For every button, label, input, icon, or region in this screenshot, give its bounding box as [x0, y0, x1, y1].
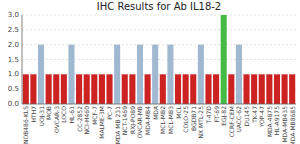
x-tick-label: HL-A9175 [273, 106, 280, 135]
bar [175, 74, 181, 104]
grid-line [22, 44, 296, 45]
x-tick-label: FT-69 [213, 106, 220, 122]
bar [23, 74, 29, 104]
x-tick-label: HTH7 [30, 106, 37, 123]
bar [190, 74, 196, 104]
x-tick-label: LOCO [60, 106, 67, 123]
bars [23, 15, 295, 104]
x-tick-label: MDA-MB435 [281, 106, 288, 143]
chart: IHC Results for Ab IL18-2 0.0 0.5 1.0 1.5 2.0… [0, 0, 300, 144]
x-tick-label: NX MTL-25 [197, 106, 204, 139]
x-tick-label: T-47D [205, 106, 212, 125]
y-tick-label: 0.5 [8, 85, 19, 93]
bar [228, 74, 234, 104]
x-tick-label: HL-61 [68, 106, 75, 124]
bar [213, 74, 219, 104]
bar [221, 15, 227, 104]
x-tick-label: MDA MB 231 [114, 106, 121, 144]
bar [91, 74, 97, 104]
y-tick-label: 2.0 [8, 41, 19, 49]
bar [198, 45, 204, 104]
y-tick-label: 0.0 [8, 100, 19, 108]
x-tick-label: OVCAR-MB [136, 106, 143, 138]
x-tick-label: BGDB71 [190, 106, 197, 131]
x-tick-label: CCRF-CEM [228, 106, 235, 137]
bar [274, 74, 280, 104]
bar [183, 74, 189, 104]
bar [243, 74, 249, 104]
bar [137, 45, 143, 104]
bar [167, 45, 173, 104]
bar [160, 74, 166, 104]
x-tick-label: MCL-MB3 [167, 106, 174, 134]
grid-line [22, 29, 296, 30]
x-tick-label: COLO-25 [182, 106, 189, 133]
x-tick-label: CC-2852 [76, 106, 83, 132]
y-tick-label: 1.5 [8, 56, 19, 64]
y-tick-label: 2.5 [8, 26, 19, 34]
x-tick-label: UACC-62 [235, 106, 242, 133]
x-axis-line [22, 104, 296, 105]
x-tick-label: NOB486-KLS [22, 106, 29, 144]
bar [289, 74, 295, 104]
grid-line [22, 104, 296, 105]
bar [236, 45, 242, 104]
x-tick-label: MDA-MB8685 [289, 106, 296, 144]
x-tick-label: NCI-H460 [83, 106, 90, 135]
bar [152, 45, 158, 104]
x-tick-label: MCL [175, 105, 182, 118]
x-tick-label: MCF-7 [91, 106, 98, 125]
x-tick-label: MDA-4875 [266, 106, 273, 137]
bar [30, 74, 36, 104]
bar [99, 74, 105, 104]
x-tick-label: PC-7 [106, 106, 113, 120]
x-tick-label: NCT-1469 [121, 106, 128, 135]
bar [46, 74, 52, 104]
bar [76, 74, 82, 104]
bar [145, 74, 151, 104]
y-tick-label: 3.0 [8, 11, 19, 19]
y-axis: 0.0 0.5 1.0 1.5 2.0 2.5 3.0 [8, 11, 296, 108]
x-tick-label: TK-47 [251, 106, 258, 124]
y-axis-line [22, 15, 23, 104]
bar [61, 74, 67, 104]
bar [251, 74, 257, 104]
x-tick-label: OVCAR-3 [53, 106, 60, 133]
x-axis: NOB486-KLSHTH7UOJ-31MOBOVCAR-3LOCOHL-61C… [22, 105, 295, 144]
bar [129, 74, 135, 104]
bar [114, 45, 120, 104]
title: IHC Results for Ab IL18-2 [97, 1, 221, 12]
bar [259, 74, 265, 104]
x-tick-label: MOB [45, 106, 52, 120]
bar [84, 74, 90, 104]
y-tick-label: 1.0 [8, 70, 19, 78]
bar [122, 74, 128, 104]
x-tick-label: MALME-3M [98, 106, 105, 139]
x-tick-label: MDA [152, 105, 159, 120]
x-tick-label: MDA-MB4 [144, 106, 151, 135]
bar [53, 74, 59, 104]
bar [205, 74, 211, 104]
grid-line [22, 15, 296, 16]
bar [266, 74, 272, 104]
x-tick-label: YOP-47 [258, 106, 265, 129]
bar [282, 74, 288, 104]
x-tick-label: MCL-MB2 [159, 106, 166, 134]
bar [38, 45, 44, 104]
bar [68, 45, 74, 104]
bar [106, 74, 112, 104]
x-tick-label: DU145 [243, 106, 250, 127]
grid-line [22, 59, 296, 60]
